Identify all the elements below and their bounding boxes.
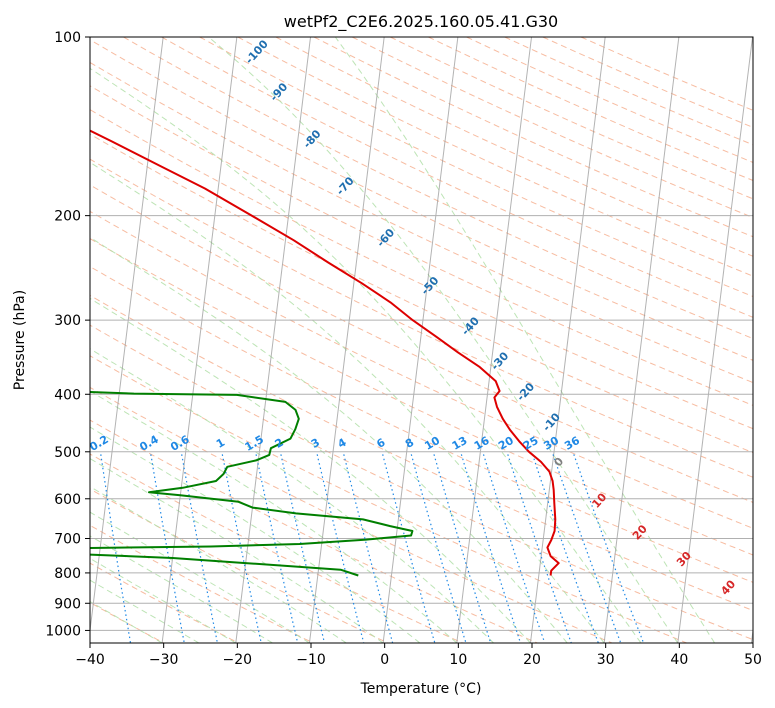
temperature-profile-line [90, 129, 560, 576]
plot-layers: 0.1 0.2 0.4 0.6 1 1.5 2 3 4 6 8 10 13 16 20 25 30 36-100-… [54, 37, 753, 643]
dry-adiabat-line [90, 39, 753, 361]
dry-adiabat-line [90, 210, 753, 529]
moist-adiabat-line [90, 426, 421, 643]
mixing-ratio-line [382, 454, 436, 643]
moist-adiabat-line [90, 486, 347, 643]
moist-adiabat-line [90, 390, 458, 643]
mixing-ratio-line [181, 454, 218, 643]
moist-adiabat-line [90, 348, 494, 643]
y-tick-label: 700 [54, 532, 81, 548]
x-tick-label: 30 [597, 652, 615, 668]
dry-adiabat-line [90, 355, 687, 643]
x-tick-label: 10 [449, 652, 467, 668]
isotherm-line [235, 37, 312, 643]
x-tick-label: −10 [296, 652, 326, 668]
x-tick-label: −40 [75, 652, 105, 668]
y-tick-label: 500 [54, 445, 81, 461]
moist-adiabat-line [334, 37, 716, 643]
dry-adiabat-line [90, 562, 239, 643]
mixing-ratio-line [573, 454, 645, 643]
dry-adiabat-line [199, 37, 753, 298]
x-axis: −40 −30 −20 −10 0 10 20 30 40 50 [75, 643, 762, 668]
dry-adiabat-line [90, 453, 463, 643]
plot-area [90, 37, 753, 643]
moist-adiabat-line [90, 297, 531, 643]
moist-adiabat-line [90, 600, 163, 643]
mixing-ratio-line [531, 454, 599, 643]
y-tick-label: 100 [54, 30, 81, 46]
dry-adiabat-line [90, 488, 389, 643]
y-tick-label: 900 [54, 596, 81, 612]
mixing-ratio-line [100, 454, 132, 643]
mixing-ratio-line [150, 454, 185, 643]
mixing-ratio-line [280, 454, 326, 643]
dewpoint-profile-line [90, 391, 414, 577]
isotherm-line [677, 37, 753, 643]
isotherms [90, 37, 753, 643]
dry-adiabat-line [161, 37, 753, 318]
y-tick-label: 600 [54, 492, 81, 508]
x-axis-label: Temperature (°C) [360, 681, 482, 697]
y-axis: 100 200 300 400 500 600 700 800 900 1000 [45, 30, 90, 639]
isotherm-line [529, 37, 606, 643]
x-tick-label: −20 [223, 652, 253, 668]
mixing-ratio-line [410, 454, 467, 643]
moist-adiabat-line [208, 37, 679, 643]
x-tick-label: 50 [744, 652, 762, 668]
isotherm-line [90, 37, 164, 635]
x-tick-label: 0 [380, 652, 389, 668]
moist-adiabat-line [90, 457, 384, 643]
dry-adiabats [90, 37, 753, 643]
isotherm-line [382, 37, 459, 643]
isotherm-line [456, 37, 533, 643]
isotherm-line [750, 626, 753, 643]
dry-adiabat-line [90, 386, 613, 643]
dry-adiabat-line [90, 294, 753, 612]
y-tick-label: 1000 [45, 623, 81, 639]
mixing-ratio-line [221, 454, 262, 643]
plot-frame [89, 36, 754, 644]
y-tick-label: 200 [54, 209, 81, 225]
y-tick-label: 800 [54, 566, 81, 582]
moist-adiabat-line [90, 161, 605, 643]
moist-adiabats [90, 37, 716, 643]
mixing-ratio-line [54, 454, 80, 643]
y-axis-label: Pressure (hPa) [12, 290, 28, 390]
chart-title: wetPf2_C2E6.2025.160.05.41.G30 [284, 12, 558, 32]
isotherm-line [161, 37, 238, 643]
moist-adiabat-line [90, 236, 568, 643]
dry-adiabat-line [90, 184, 753, 503]
dry-adiabat-line [123, 37, 753, 340]
y-tick-label: 300 [54, 313, 81, 329]
isotherm-line [603, 37, 680, 643]
x-tick-label: 20 [523, 652, 541, 668]
pressure-gridlines [90, 37, 753, 631]
x-tick-label: −30 [149, 652, 179, 668]
profile-series [90, 129, 560, 577]
y-tick-label: 400 [54, 387, 81, 403]
mixing-ratio-line [552, 454, 622, 643]
dry-adiabat-line [90, 419, 538, 643]
x-tick-label: 40 [670, 652, 688, 668]
moist-adiabat-line [90, 67, 642, 643]
moist-adiabat-line [90, 579, 200, 643]
